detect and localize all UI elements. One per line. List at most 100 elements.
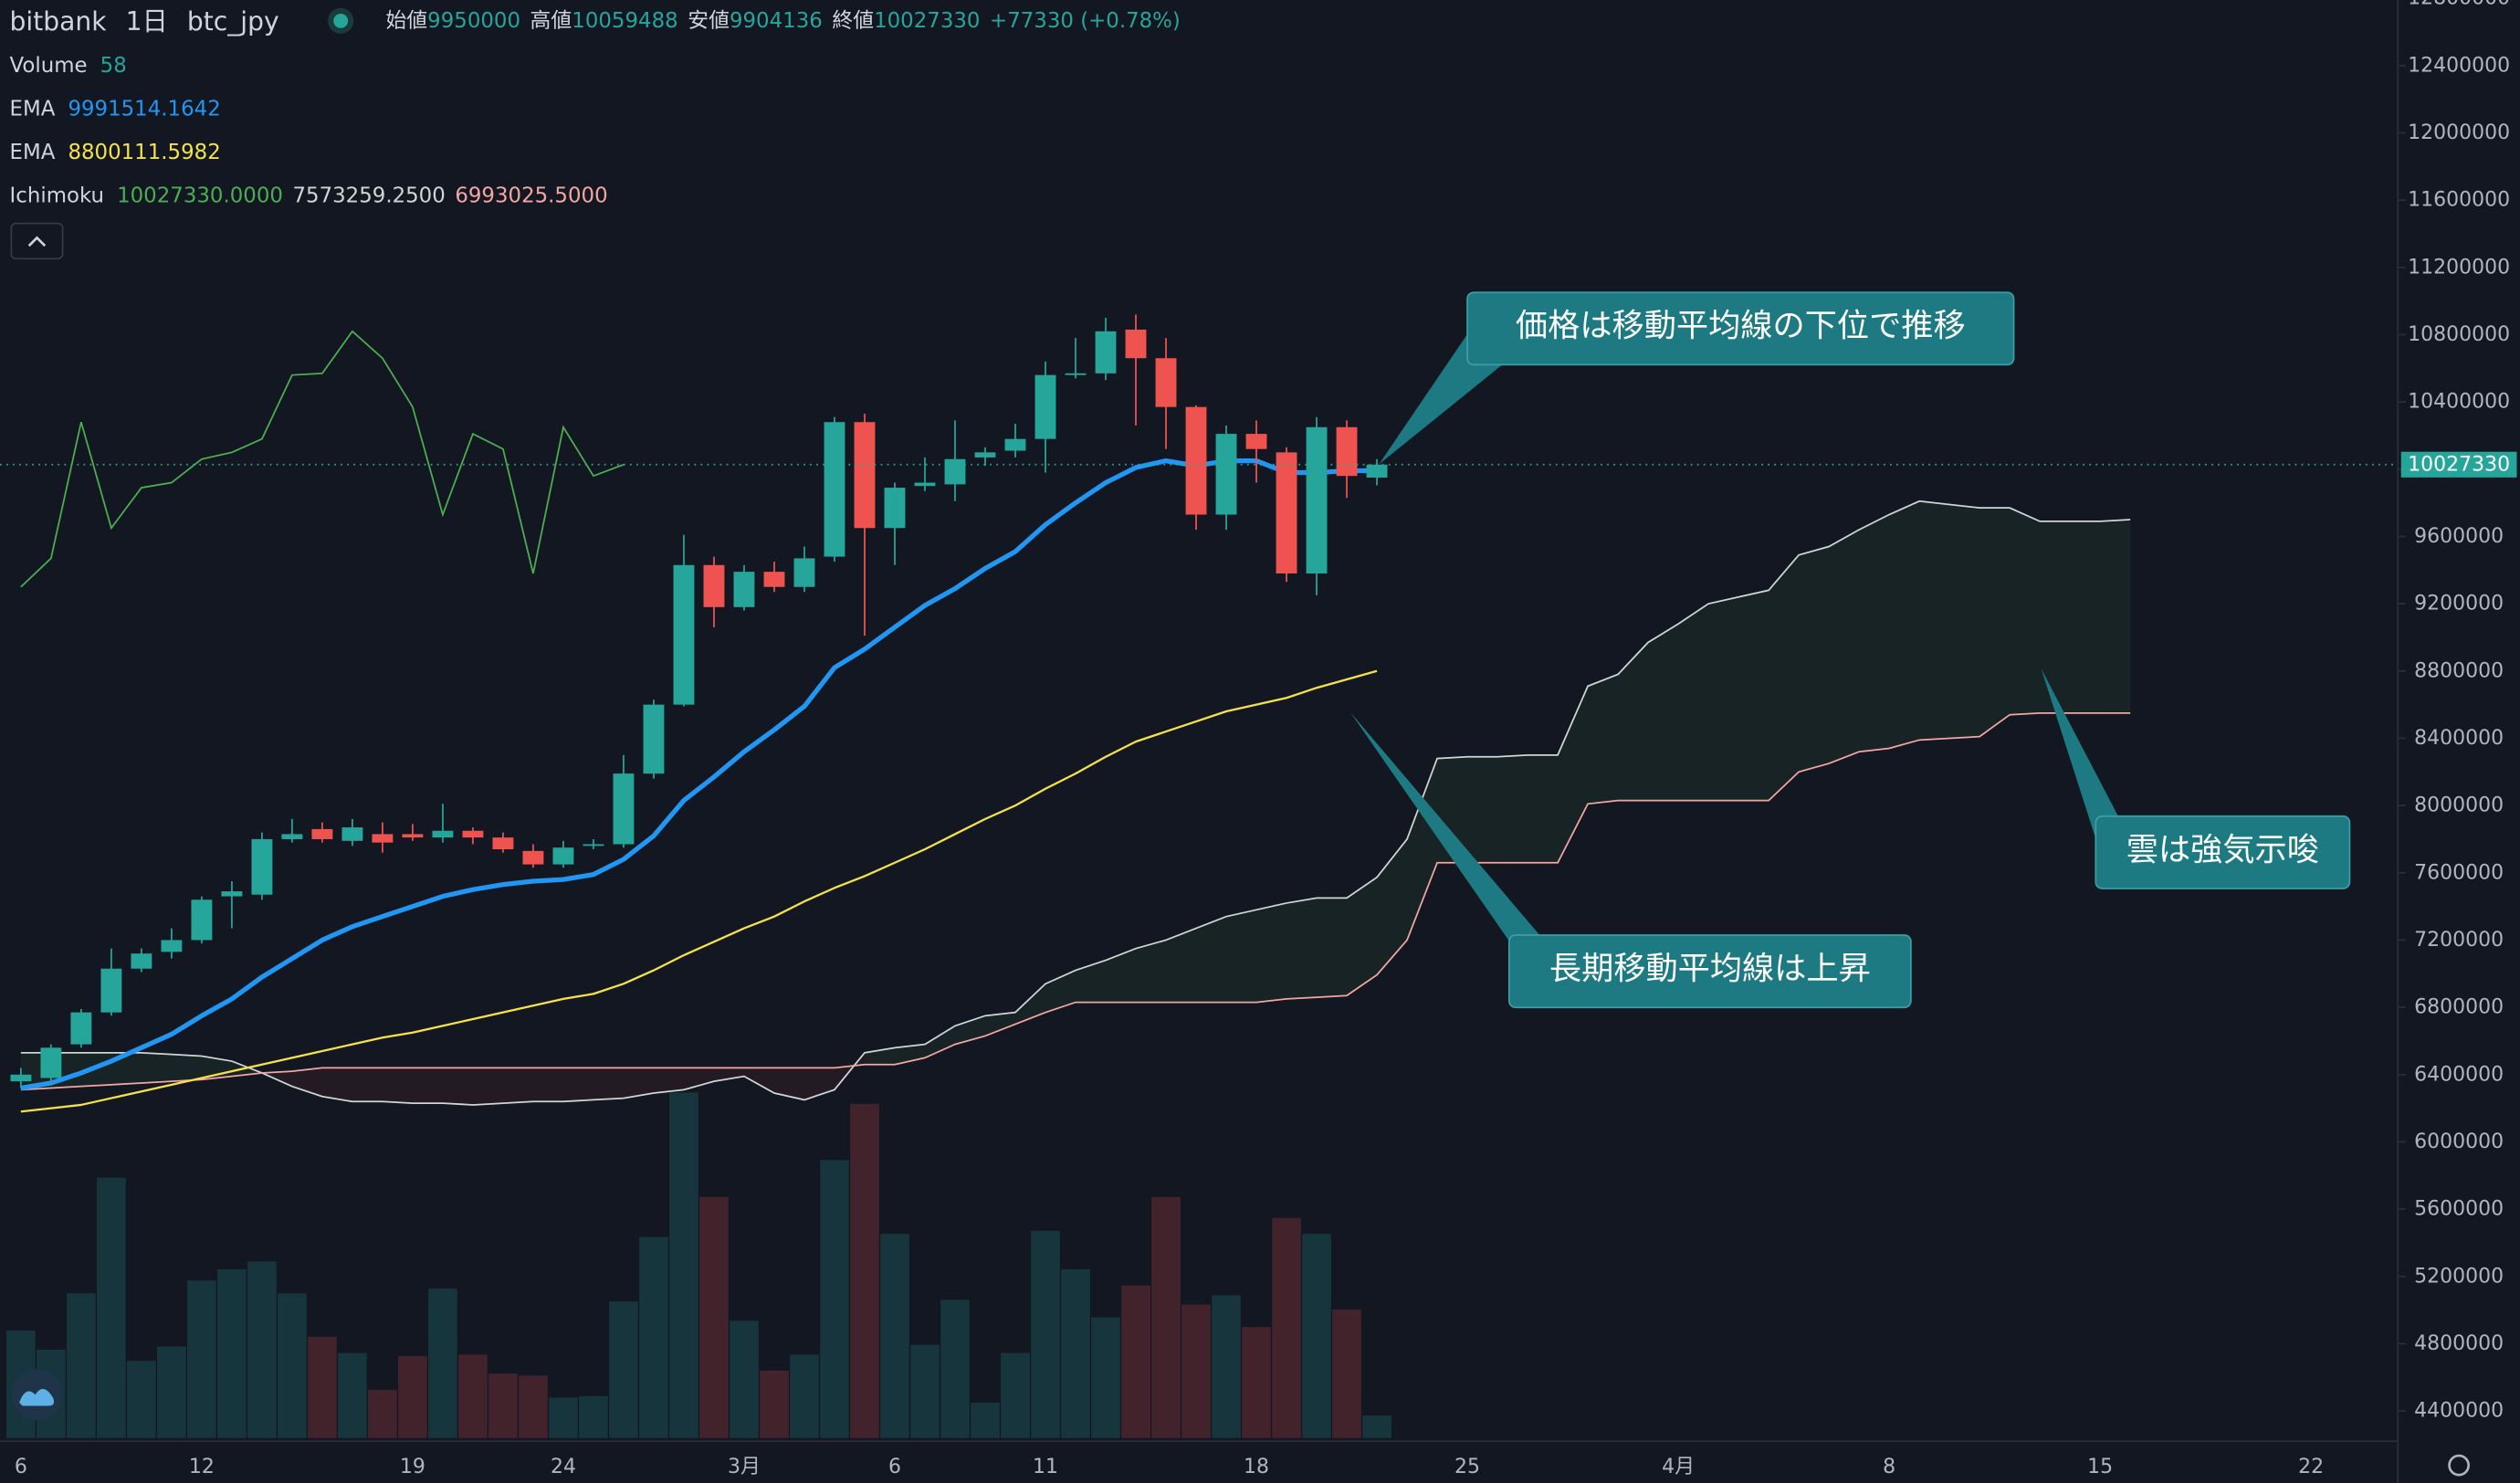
volume-bar <box>971 1403 1000 1438</box>
candle-body <box>1095 331 1117 373</box>
settings-icon[interactable] <box>2448 1454 2470 1477</box>
candle-body <box>733 572 755 607</box>
candle-body <box>492 837 514 850</box>
cloud-fill <box>1528 754 1559 863</box>
volume-bar <box>669 1092 698 1438</box>
logo-icon[interactable] <box>19 1388 55 1406</box>
volume-bar <box>699 1196 729 1438</box>
volume-bar <box>127 1361 156 1438</box>
volume-bar <box>940 1299 970 1438</box>
volume-bar <box>458 1354 488 1438</box>
volume-bar <box>880 1234 909 1438</box>
ohlc-label: 終値 <box>832 9 874 33</box>
candle-body <box>1366 464 1388 479</box>
cloud-fill <box>1256 902 1287 1003</box>
volume-bar <box>790 1354 819 1438</box>
candle-body <box>341 827 363 841</box>
volume-bar <box>187 1280 216 1438</box>
legend-label: Ichimoku <box>10 184 104 208</box>
volume-bar <box>1302 1234 1331 1438</box>
candle-body <box>70 1012 92 1045</box>
candle-body <box>583 844 604 847</box>
volume-bar <box>217 1268 247 1438</box>
volume-bar <box>157 1346 186 1438</box>
chevron[interactable] <box>27 236 47 247</box>
x-tick-label: 25 <box>1454 1456 1480 1478</box>
volume-bar <box>519 1375 548 1438</box>
cloud-fill <box>1196 916 1227 1003</box>
legend-ema: EMA 9991514.1642 <box>10 98 221 121</box>
candle-body <box>40 1047 62 1078</box>
volume-bar <box>639 1236 668 1438</box>
x-tick-label: 6 <box>15 1456 27 1478</box>
volume-bar <box>368 1390 397 1438</box>
cloud-fill <box>412 1068 443 1104</box>
legend-value: 7573259.2500 <box>292 184 445 208</box>
y-tick-label: 8000000 <box>2414 794 2504 817</box>
volume-bar <box>488 1373 518 1438</box>
exchange: bitbank <box>10 5 108 36</box>
cloud-fill <box>1377 838 1408 975</box>
x-tick-label: 18 <box>1244 1456 1269 1478</box>
ohlc-value: 9904136 <box>730 9 823 33</box>
last-price-label: 10027330 <box>2408 453 2510 476</box>
cloud-fill <box>1136 940 1167 1003</box>
header: bitbank 1日 btc_jpy <box>10 5 279 36</box>
status-dot <box>333 13 349 28</box>
y-tick-label: 12800000 <box>2408 0 2510 10</box>
callout-box <box>2095 815 2351 889</box>
y-tick-label: 6800000 <box>2414 996 2504 1019</box>
y-tick-label: 11600000 <box>2408 189 2510 212</box>
change: +77330 (+0.78%) <box>990 9 1181 33</box>
candle-body <box>1125 329 1147 359</box>
collapse-button[interactable] <box>10 222 64 260</box>
y-tick-label: 4800000 <box>2414 1332 2504 1355</box>
candle-body <box>462 830 484 838</box>
volume-bar <box>1091 1317 1120 1438</box>
volume-bar <box>1031 1230 1060 1438</box>
ohlc-value: 9950000 <box>427 9 520 33</box>
y-tick-label: 10800000 <box>2408 323 2510 346</box>
legend-value: 9991514.1642 <box>68 98 220 121</box>
candle-body <box>100 968 122 1013</box>
legend-value: 10027330.0000 <box>117 184 283 208</box>
cloud-fill <box>171 1054 202 1082</box>
cloud-fill <box>562 1068 593 1102</box>
ichimoku-line <box>20 711 2131 1091</box>
cloud-fill <box>1769 554 1800 801</box>
y-tick-label: 7600000 <box>2414 861 2504 884</box>
volume-bar <box>549 1397 578 1438</box>
volume-bar <box>398 1356 427 1438</box>
cloud-fill <box>1648 624 1679 801</box>
volume-bar <box>579 1395 608 1438</box>
y-tick-label: 8400000 <box>2414 727 2504 750</box>
ohlc-label: 安値 <box>688 9 730 33</box>
callout-box <box>1507 934 1912 1009</box>
candle-body <box>251 838 273 895</box>
cloud-fill <box>924 1025 956 1058</box>
cloud-fill <box>502 1068 533 1104</box>
candle-body <box>914 482 936 487</box>
cloud-fill <box>653 1068 684 1094</box>
cloud-fill <box>1949 504 1980 739</box>
volume-bar <box>338 1352 367 1438</box>
callout-text: 価格は移動平均線の下位で推移 <box>1516 308 1966 345</box>
y-tick-label: 9200000 <box>2414 593 2504 615</box>
ohlc-label: 始値 <box>385 9 427 33</box>
cloud-fill <box>1347 877 1378 996</box>
candle-body <box>974 452 996 458</box>
button-frame[interactable] <box>10 222 64 260</box>
candle-body <box>221 891 243 897</box>
cloud-fill <box>1166 928 1197 1003</box>
cloud-fill <box>1286 898 1318 999</box>
candle-body <box>402 834 424 838</box>
cloud-fill <box>532 1068 563 1102</box>
cloud-fill <box>1015 983 1046 1025</box>
cloud-fill <box>1708 596 1739 801</box>
candle-body <box>311 828 333 839</box>
candle-body <box>1034 374 1056 439</box>
x-tick-label: 4月 <box>1662 1456 1695 1478</box>
candle-body <box>643 704 665 774</box>
